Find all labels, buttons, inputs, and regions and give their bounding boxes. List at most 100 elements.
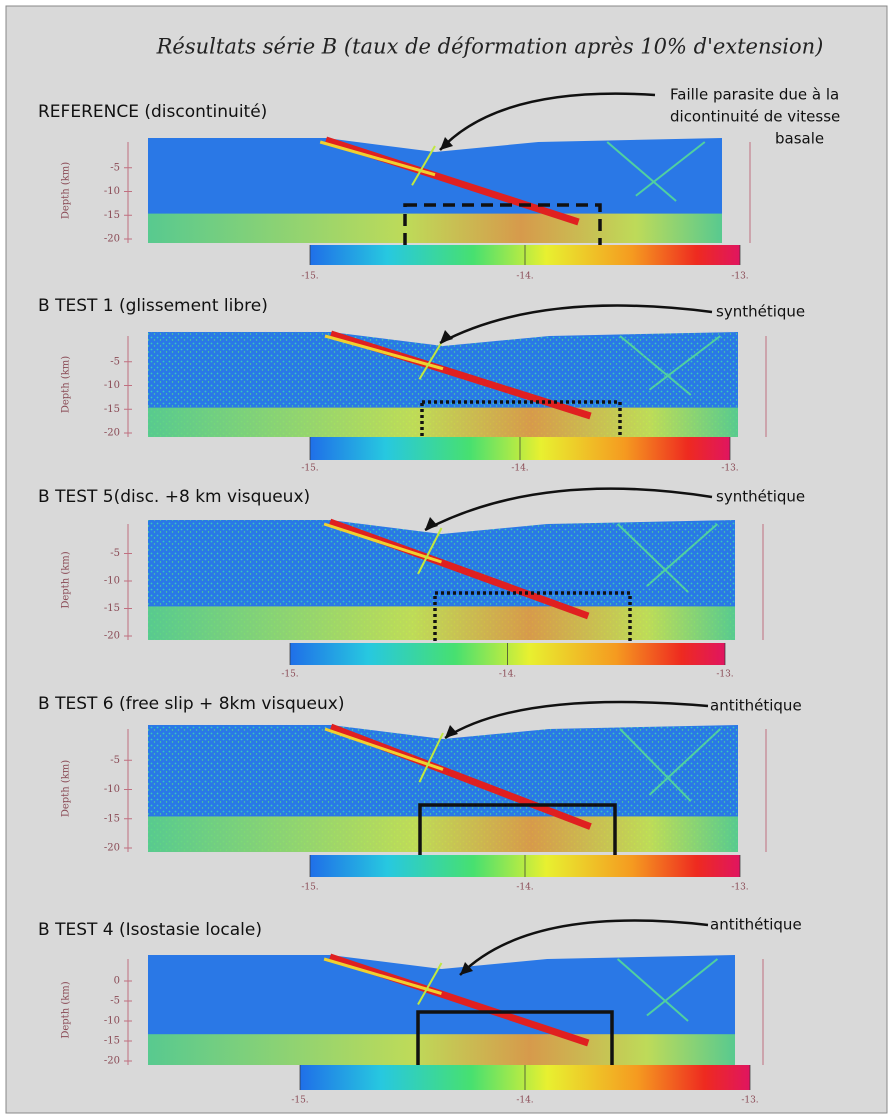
- annotation: antithétique: [710, 916, 802, 934]
- axis-label: Depth (km): [61, 760, 72, 817]
- secondary-fault: [324, 334, 444, 371]
- arrow: [424, 487, 713, 532]
- conjugate-fault: [648, 728, 721, 796]
- arrow-head: [440, 330, 453, 343]
- annotation: antithétique: [710, 697, 802, 715]
- arrow: [459, 919, 709, 976]
- y-tick-label: -5: [110, 356, 120, 367]
- axis-label: Depth (km): [61, 981, 72, 1038]
- main-fault: [329, 723, 592, 830]
- annotation: synthétique: [716, 488, 805, 506]
- annotation: synthétique: [716, 303, 805, 321]
- secondary-fault: [323, 957, 442, 995]
- y-tick-label: -15: [104, 210, 120, 221]
- conjugate-fault: [646, 958, 719, 1017]
- colorbar-tick-label: -15.: [281, 670, 298, 680]
- colorbar-tick-label: -15.: [301, 464, 318, 474]
- y-tick-label: -5: [110, 996, 120, 1007]
- colorbar-tick-label: -14.: [499, 670, 516, 680]
- y-tick-label: -15: [104, 404, 120, 415]
- main-fault: [328, 518, 590, 620]
- figure-title: Résultats série B (taux de déformation a…: [156, 35, 824, 59]
- ductile-band: [148, 407, 738, 437]
- colorbar-tick-label: -13.: [721, 464, 738, 474]
- y-tick-label: -20: [104, 234, 120, 245]
- y-tick-label: 0: [114, 976, 120, 987]
- annotation: Faille parasite due à la: [670, 86, 839, 104]
- ductile-band: [148, 213, 722, 243]
- arrow-head: [440, 137, 453, 150]
- antithetic-fault: [417, 527, 443, 575]
- colorbar-tick-label: -15.: [301, 883, 318, 893]
- secondary-fault: [323, 522, 442, 564]
- conjugate-fault: [606, 141, 677, 202]
- panel-label: B TEST 1 (glissement libre): [38, 296, 268, 316]
- y-tick-label: -10: [104, 380, 120, 391]
- arrow-head: [445, 725, 458, 738]
- panel: B TEST 1 (glissement libre) synthétique -5…: [38, 296, 805, 474]
- panel: B TEST 5(disc. +8 km visqueux) synthétiqu…: [38, 487, 805, 680]
- y-tick-label: -10: [104, 784, 120, 795]
- panel: B TEST 6 (free slip + 8km visqueux) antit…: [38, 694, 802, 893]
- annotation: dicontinuité de vitesse: [670, 108, 840, 126]
- colorbar-tick-label: -14.: [511, 464, 528, 474]
- antithetic-fault: [418, 339, 444, 380]
- annotation: basale: [775, 130, 824, 148]
- arrow-head: [460, 962, 473, 975]
- colorbar-tick-label: -13.: [731, 272, 748, 282]
- arrow: [439, 304, 713, 345]
- axis-label: Depth (km): [61, 551, 72, 608]
- y-tick-label: -10: [104, 576, 120, 587]
- colorbar-tick-label: -13.: [741, 1096, 758, 1106]
- axis-label: Depth (km): [61, 356, 72, 413]
- y-tick-label: -5: [110, 755, 120, 766]
- conjugate-fault: [616, 958, 689, 1022]
- panel-label: REFERENCE (discontinuité): [38, 102, 267, 122]
- secondary-fault: [319, 140, 436, 177]
- conjugate-fault: [616, 523, 689, 593]
- y-tick-label: -15: [104, 813, 120, 824]
- colorbar-tick-label: -15.: [291, 1096, 308, 1106]
- y-tick-label: -20: [104, 631, 120, 642]
- secondary-fault: [324, 727, 444, 771]
- arrow-head: [425, 517, 438, 530]
- conjugate-fault: [648, 335, 721, 391]
- y-tick-label: -5: [110, 162, 120, 173]
- panel: REFERENCE (discontinuité) Faille parasite…: [38, 86, 840, 282]
- main-fault: [329, 330, 592, 420]
- y-tick-label: -10: [104, 1016, 120, 1027]
- main-fault: [328, 953, 590, 1047]
- antithetic-fault: [417, 962, 443, 1005]
- highlight-box: [420, 400, 622, 460]
- y-tick-label: -15: [104, 1036, 120, 1047]
- conjugate-fault: [646, 523, 719, 587]
- colorbar-tick-label: -14.: [516, 883, 533, 893]
- axis-label: Depth (km): [61, 162, 72, 219]
- antithetic-fault: [411, 145, 436, 186]
- panel-label: B TEST 5(disc. +8 km visqueux): [38, 487, 310, 507]
- panel-label: B TEST 4 (Isostasie locale): [38, 920, 262, 940]
- ductile-band: [148, 1034, 735, 1065]
- y-tick-label: -20: [104, 428, 120, 439]
- y-tick-label: -20: [104, 843, 120, 854]
- panels: REFERENCE (discontinuité) Faille parasite…: [38, 86, 840, 1106]
- arrow: [439, 92, 656, 151]
- panel: B TEST 4 (Isostasie locale) antithétique 0…: [38, 916, 802, 1106]
- panel-label: B TEST 6 (free slip + 8km visqueux): [38, 694, 344, 714]
- y-tick-label: -15: [104, 603, 120, 614]
- colorbar-tick-label: -15.: [301, 272, 318, 282]
- colorbar-tick-label: -13.: [716, 670, 733, 680]
- ductile-band: [148, 606, 735, 640]
- colorbar-tick-label: -14.: [516, 272, 533, 282]
- conjugate-fault: [635, 141, 706, 197]
- main-fault: [324, 136, 580, 226]
- conjugate-fault: [619, 728, 692, 802]
- ductile-band: [148, 816, 738, 852]
- colorbar-tick-label: -13.: [731, 883, 748, 893]
- arrow: [444, 700, 709, 740]
- y-tick-label: -20: [104, 1056, 120, 1067]
- y-tick-label: -10: [104, 186, 120, 197]
- conjugate-fault: [619, 335, 692, 396]
